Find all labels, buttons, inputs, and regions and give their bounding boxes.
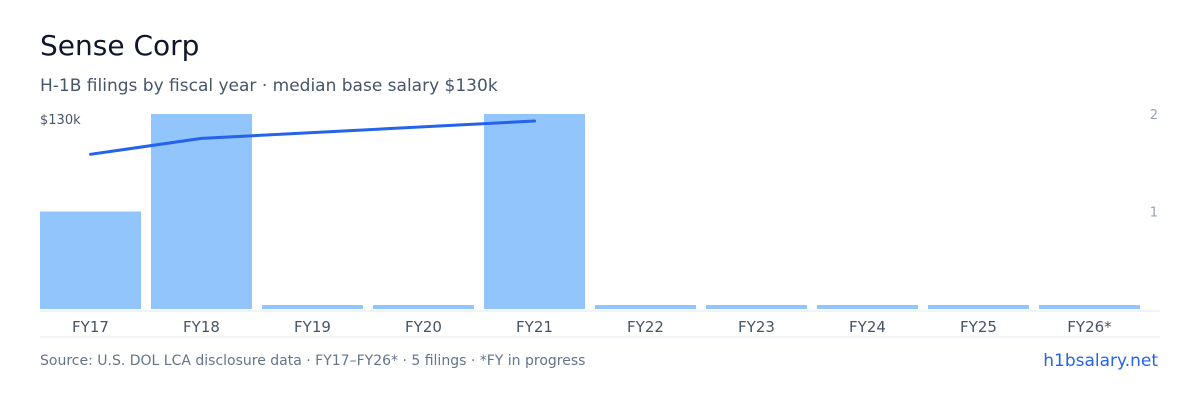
x-tick-fy22: FY22 — [627, 318, 664, 336]
left-axis-label: $130k — [40, 113, 81, 128]
bar-fy25[interactable] — [928, 305, 1029, 309]
chart-subtitle: H-1B filings by fiscal year · median bas… — [40, 76, 498, 96]
x-tick-fy21: FY21 — [516, 318, 553, 336]
right-tick-1: 1 — [1150, 206, 1158, 221]
bar-fy23[interactable] — [706, 305, 807, 309]
bar-fy19[interactable] — [262, 305, 363, 309]
bars-layer — [40, 114, 1140, 309]
x-tick-fy25: FY25 — [960, 318, 997, 336]
bar-fy20[interactable] — [373, 305, 474, 309]
page-title: Sense Corp — [40, 29, 200, 62]
x-tick-fy18: FY18 — [183, 318, 220, 336]
x-tick-fy17: FY17 — [72, 318, 109, 336]
x-tick-fy26-partial: FY26* — [1067, 318, 1112, 336]
x-tick-fy23: FY23 — [738, 318, 775, 336]
bar-fy17[interactable] — [40, 211, 141, 310]
x-axis-ticks: FY17 FY18 FY19 FY20 FY21 FY22 FY23 FY24 FY25 FY26… — [72, 318, 1112, 336]
bar-fy18[interactable] — [151, 114, 252, 309]
salary-line — [89, 119, 536, 156]
x-tick-fy19: FY19 — [294, 318, 331, 336]
line-layer — [89, 119, 536, 156]
bar-fy24[interactable] — [817, 305, 918, 309]
bar-fy22[interactable] — [595, 305, 696, 309]
site-link[interactable]: h1bsalary.net — [1043, 351, 1158, 371]
right-axis-ticks: 12 — [1150, 108, 1158, 221]
x-tick-fy24: FY24 — [849, 318, 886, 336]
bar-fy26-partial[interactable] — [1039, 305, 1140, 309]
x-tick-fy20: FY20 — [405, 318, 442, 336]
bar-fy21[interactable] — [484, 114, 585, 309]
source-note: Source: U.S. DOL LCA disclosure data · F… — [40, 353, 586, 369]
right-tick-2: 2 — [1150, 108, 1158, 123]
